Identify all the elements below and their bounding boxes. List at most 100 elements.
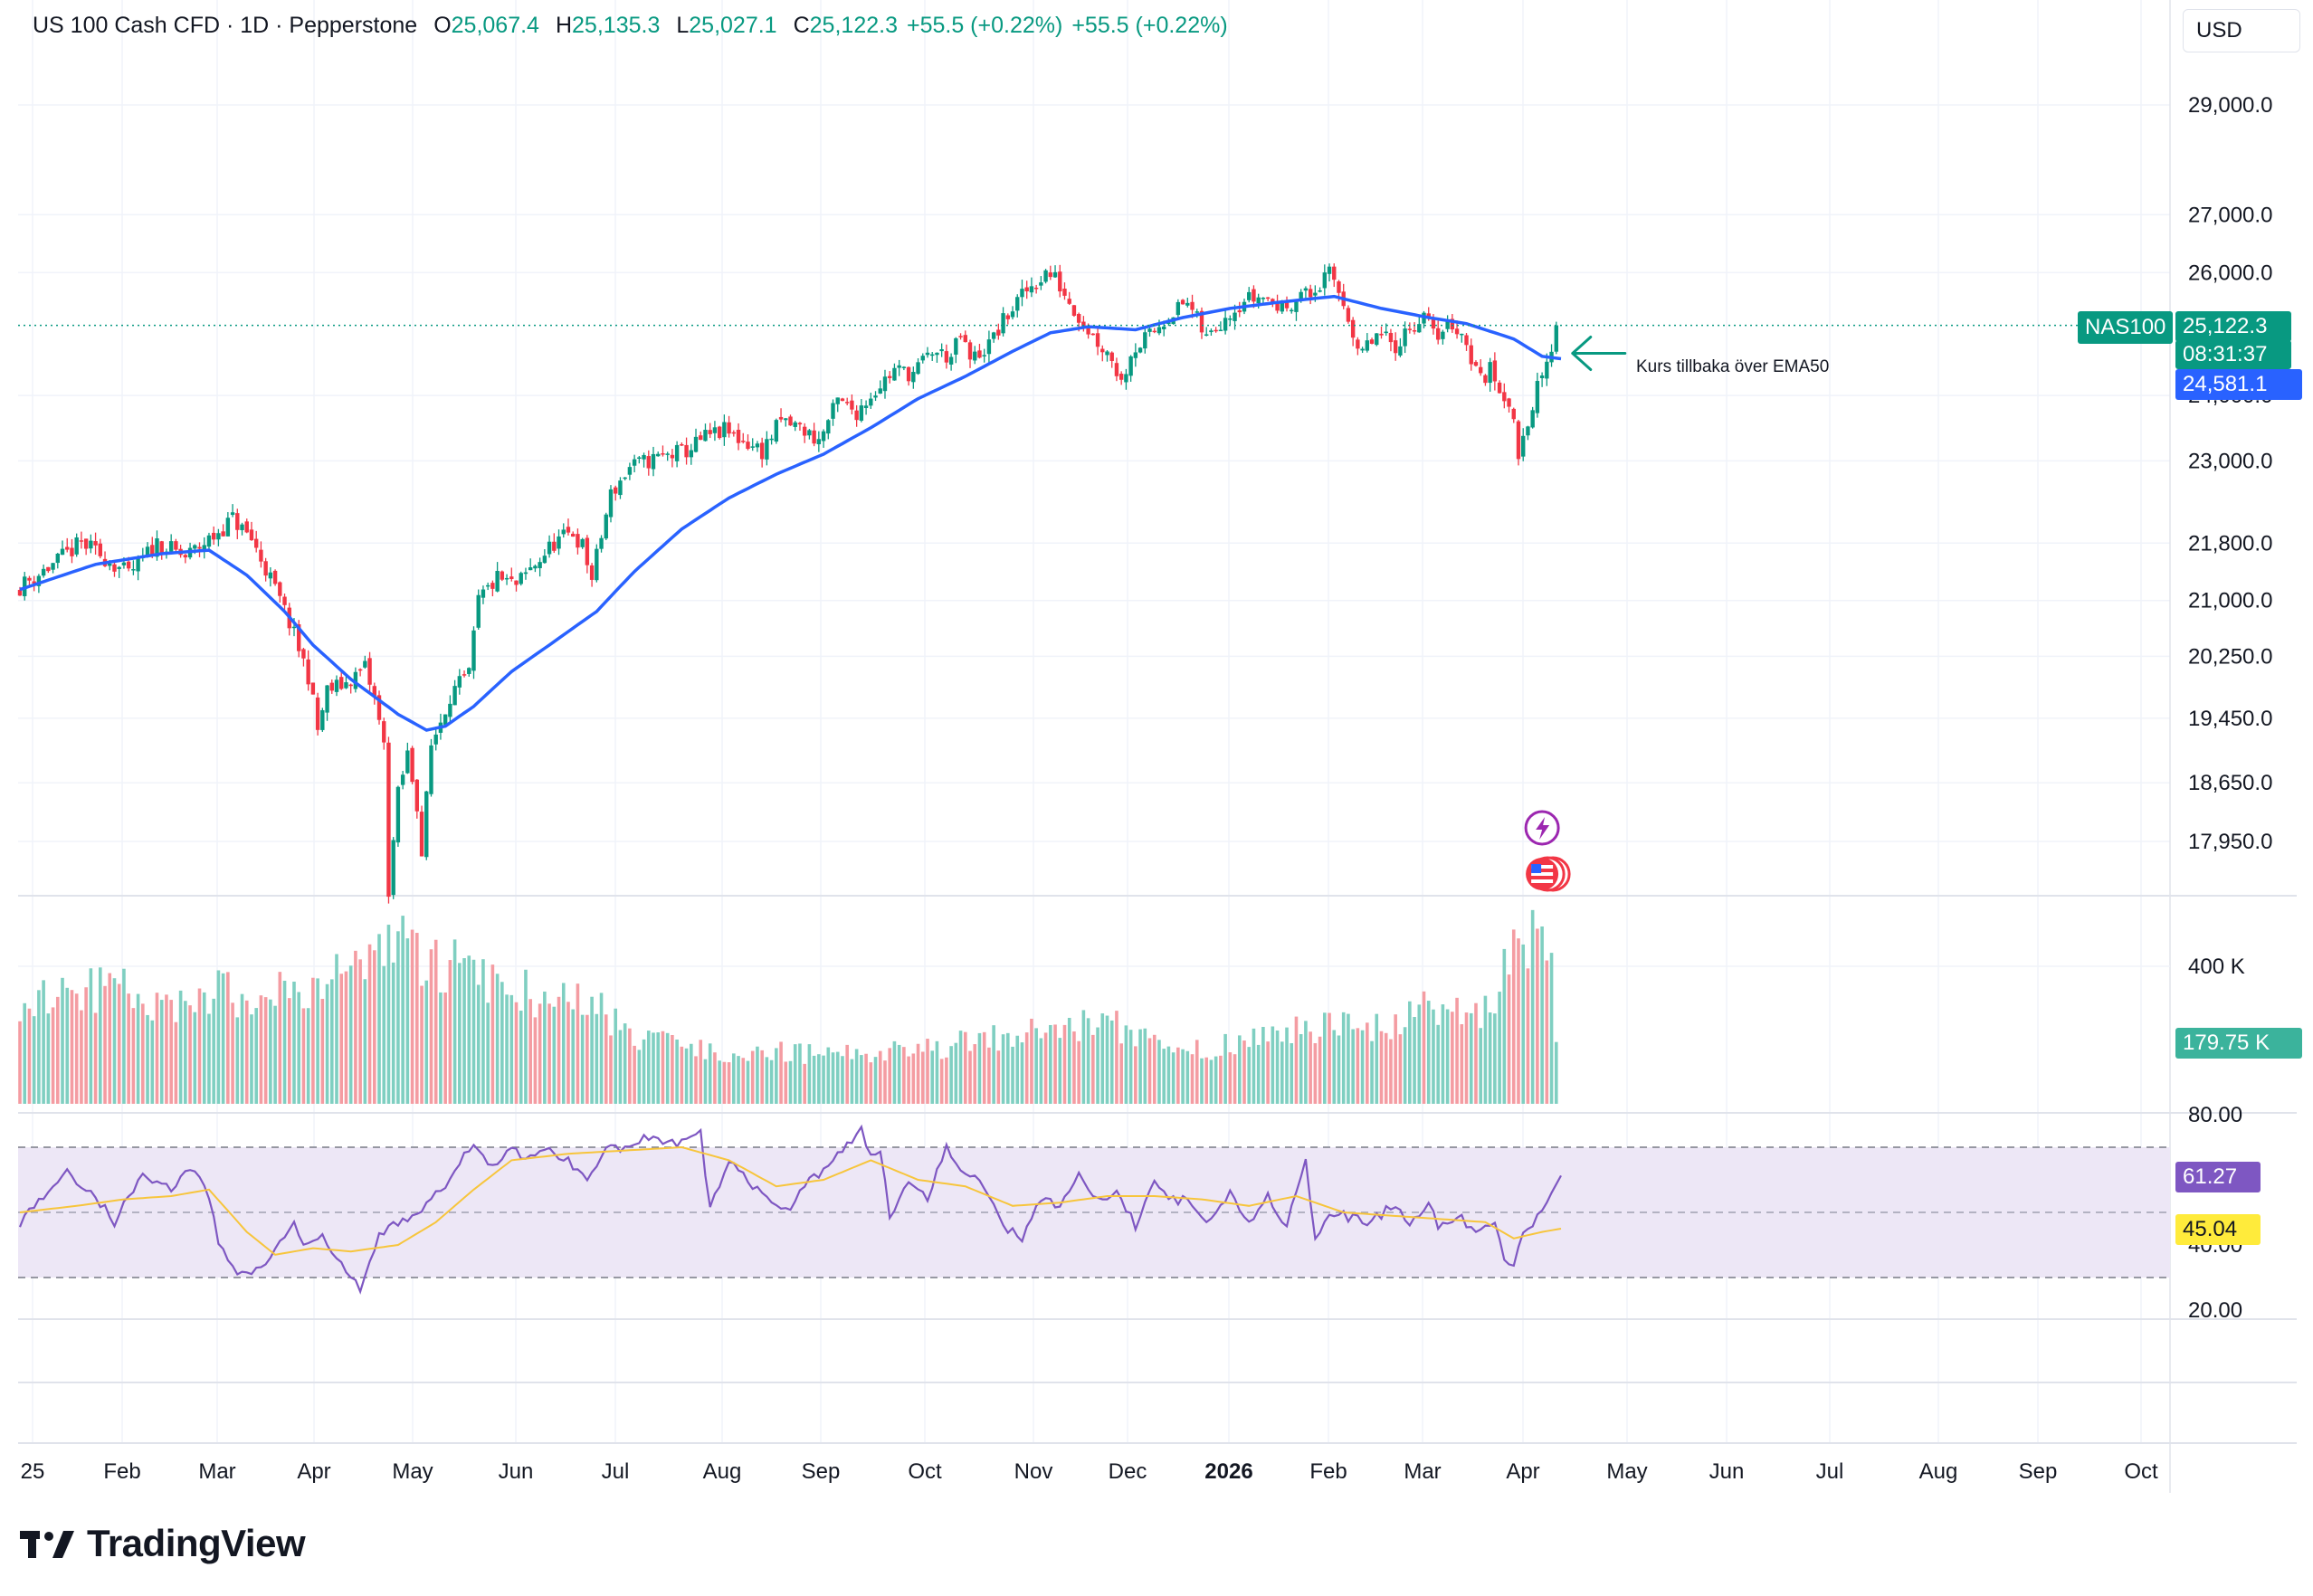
candle-body [873, 395, 878, 398]
symbol-title[interactable]: US 100 Cash CFD · 1D · Pepperstone [33, 13, 418, 38]
candle-body [112, 564, 117, 572]
candle-body [514, 580, 519, 585]
volume-bar [609, 1035, 613, 1104]
time-axis-label: Sep [2019, 1459, 2058, 1484]
time-axis-label: May [392, 1459, 433, 1484]
candle-body [882, 376, 888, 392]
candle-body [967, 342, 973, 360]
volume-bar [1034, 1028, 1038, 1104]
candle-body [854, 410, 859, 421]
volume-bar [661, 1031, 665, 1104]
candle-body [973, 351, 977, 361]
volume-bar [718, 1060, 721, 1104]
candle-body [1265, 297, 1271, 299]
volume-bar [864, 1053, 868, 1104]
volume-bar [244, 1000, 249, 1104]
volume-bar [1540, 926, 1544, 1104]
candle-body [774, 420, 779, 442]
candle-body [65, 546, 70, 550]
candle-body [769, 438, 774, 441]
candle-body [1365, 340, 1370, 351]
candle-body [136, 556, 140, 572]
volume-bar [141, 1003, 145, 1104]
volume-bar [775, 1048, 778, 1104]
volume-bar [235, 1017, 240, 1104]
candle-body [400, 774, 405, 785]
volume-bar [23, 1002, 27, 1104]
volume-bar [231, 1002, 234, 1104]
volume-bar [708, 1043, 712, 1104]
candle-body [826, 420, 831, 434]
volume-bar [1290, 1043, 1294, 1104]
volume-bar [467, 955, 471, 1104]
volume-bar [1398, 1034, 1403, 1104]
candle-body [542, 556, 547, 564]
price-axis-label: 18,650.0 [2188, 771, 2272, 795]
candle-body [1043, 270, 1048, 282]
volume-bar [61, 977, 64, 1104]
candle-body [1052, 271, 1058, 278]
us-flag-stripe [1531, 872, 1554, 876]
candle-body [1048, 272, 1053, 278]
candle-body [1454, 328, 1460, 335]
annotation-text[interactable]: Kurs tillbaka över EMA50 [1636, 357, 1830, 376]
ohlc-high: H 25,135.3 [556, 13, 660, 39]
candle-body [580, 538, 585, 547]
volume-bar [1530, 909, 1535, 1104]
candle-body [656, 453, 661, 457]
volume-bar [1271, 1026, 1275, 1104]
candle-body [306, 659, 310, 685]
volume-bar [1299, 1034, 1303, 1104]
volume-bar [1030, 1018, 1033, 1104]
time-axis-label: Jul [1816, 1459, 1844, 1484]
volume-bar [329, 979, 334, 1104]
volume-bar [1077, 1040, 1080, 1104]
price-axis-label: 17,950.0 [2188, 830, 2272, 854]
volume-bar [557, 996, 561, 1104]
candle-body [1081, 321, 1086, 327]
candle-body [353, 671, 358, 689]
candle-body [509, 576, 514, 579]
candle-body [291, 626, 297, 629]
volume-bar [1067, 1017, 1071, 1104]
candle-body [1460, 333, 1464, 336]
volume-bar [46, 1013, 51, 1104]
price-axis-label: 20,250.0 [2188, 644, 2272, 669]
candle-body [1322, 272, 1328, 289]
volume-bar [1096, 1027, 1099, 1104]
candle-body [1147, 328, 1152, 332]
candle-body [585, 537, 590, 565]
volume-bar [1341, 1012, 1346, 1104]
candle-body [911, 372, 916, 383]
candle-body [614, 487, 618, 494]
volume-bar [1379, 1031, 1384, 1104]
volume-bar [1086, 1018, 1090, 1104]
volume-bar [74, 993, 79, 1104]
candle-body [878, 388, 882, 394]
candle-body [1450, 318, 1455, 330]
low-value: 25,027.1 [689, 13, 777, 38]
candle-body [1033, 287, 1039, 290]
candle-body [126, 561, 131, 569]
candle-body [1379, 333, 1384, 336]
currency-selector[interactable]: USD [2183, 9, 2300, 52]
volume-bar [1209, 1059, 1214, 1104]
volume-bar [595, 1013, 599, 1104]
candle-body [376, 695, 382, 720]
candle-body [476, 594, 481, 628]
time-axis-label: Oct [2124, 1459, 2158, 1484]
tradingview-logo[interactable]: TradingView [20, 1522, 306, 1565]
candle-body [835, 397, 840, 404]
price-tag: 25,122.3 [2175, 311, 2291, 342]
volume-bar [1166, 1046, 1171, 1104]
candle-body [155, 538, 159, 557]
volume-bar [80, 1010, 83, 1104]
volume-bar [84, 987, 88, 1104]
candle-body [755, 443, 760, 448]
candle-body [1497, 382, 1502, 394]
candle-body [83, 538, 89, 549]
candle-body [1124, 374, 1128, 383]
volume-bar [212, 998, 215, 1104]
ohlc-close: C 25,122.3 [794, 13, 898, 39]
